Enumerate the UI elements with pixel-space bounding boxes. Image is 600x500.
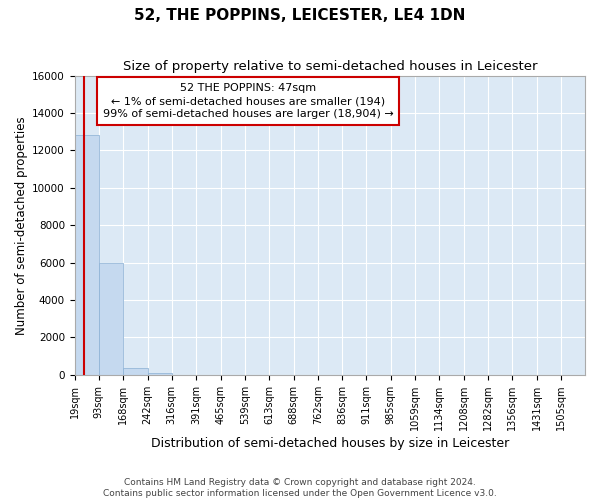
Title: Size of property relative to semi-detached houses in Leicester: Size of property relative to semi-detach…: [122, 60, 537, 73]
Bar: [148, 372, 172, 375]
Text: 52 THE POPPINS: 47sqm
← 1% of semi-detached houses are smaller (194)
99% of semi: 52 THE POPPINS: 47sqm ← 1% of semi-detac…: [103, 83, 394, 120]
Y-axis label: Number of semi-detached properties: Number of semi-detached properties: [15, 116, 28, 334]
X-axis label: Distribution of semi-detached houses by size in Leicester: Distribution of semi-detached houses by …: [151, 437, 509, 450]
Bar: [124, 368, 148, 375]
Bar: [74, 136, 99, 375]
Text: 52, THE POPPINS, LEICESTER, LE4 1DN: 52, THE POPPINS, LEICESTER, LE4 1DN: [134, 8, 466, 22]
Bar: [99, 262, 124, 375]
Text: Contains HM Land Registry data © Crown copyright and database right 2024.
Contai: Contains HM Land Registry data © Crown c…: [103, 478, 497, 498]
